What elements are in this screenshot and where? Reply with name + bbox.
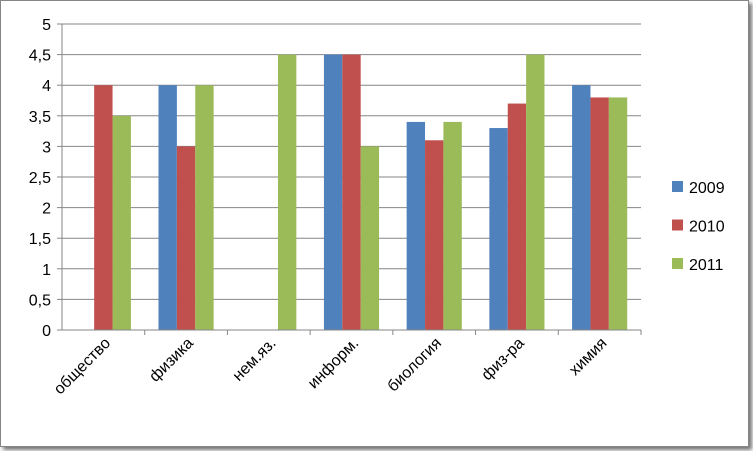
legend-swatch-2010 xyxy=(672,219,683,231)
y-axis-ticks: 0 0,5 1 1,5 2 2,5 3 3,5 4 4,5 5 xyxy=(29,17,62,340)
bar-2010-5 xyxy=(425,140,444,330)
x-tick-label: биология xyxy=(385,335,445,395)
bar-2009-2 xyxy=(158,85,177,330)
legend-swatch-2009 xyxy=(672,181,683,192)
x-tick-label: химия xyxy=(566,335,610,379)
legend-label-2011: 2011 xyxy=(689,257,724,274)
bar-2011-3 xyxy=(277,54,297,330)
bar-2011-2 xyxy=(195,85,214,330)
x-tick-label: физика xyxy=(146,335,197,386)
bar-2010-6 xyxy=(507,103,527,330)
x-tick-label: информ. xyxy=(305,335,362,392)
bar-2011-7 xyxy=(608,97,628,330)
legend-swatch-2011 xyxy=(672,258,683,269)
x-tick-label: физ-ра xyxy=(479,335,528,384)
bar-2009-4 xyxy=(323,54,343,330)
bar-2011-1 xyxy=(112,115,131,330)
y-tick-label: 2,5 xyxy=(29,170,51,187)
x-tick-label: общество xyxy=(51,335,114,398)
axes xyxy=(61,24,641,331)
y-tick-label: 1 xyxy=(42,262,51,279)
y-tick-label: 3,5 xyxy=(29,109,51,126)
y-tick-label: 0,5 xyxy=(29,292,51,309)
legend-label-2009: 2009 xyxy=(689,180,725,197)
bars xyxy=(94,54,628,330)
bar-2011-5 xyxy=(443,121,462,330)
y-tick-label: 0 xyxy=(42,323,51,340)
bar-2010-1 xyxy=(94,85,113,330)
y-tick-label: 5 xyxy=(42,17,51,34)
bar-2011-4 xyxy=(360,146,380,330)
bar-2010-4 xyxy=(342,54,361,330)
y-tick-label: 1,5 xyxy=(29,231,51,248)
bar-2009-5 xyxy=(406,121,426,330)
bar-2011-6 xyxy=(526,54,545,330)
bar-2009-6 xyxy=(489,128,508,330)
x-axis-ticks: общество физика нем.яз. информ. биология физ-… xyxy=(51,330,642,398)
y-tick-label: 3 xyxy=(42,139,51,156)
bar-2009-7 xyxy=(572,85,591,330)
y-tick-label: 4 xyxy=(42,78,51,95)
bar-2010-2 xyxy=(176,146,196,330)
y-tick-label: 2 xyxy=(42,201,51,218)
legend-label-2010: 2010 xyxy=(689,219,725,236)
y-tick-label: 4,5 xyxy=(29,48,51,65)
bar-2010-7 xyxy=(590,97,609,330)
legend: 2009 2010 2011 xyxy=(672,180,725,274)
x-tick-label: нем.яз. xyxy=(230,335,280,385)
